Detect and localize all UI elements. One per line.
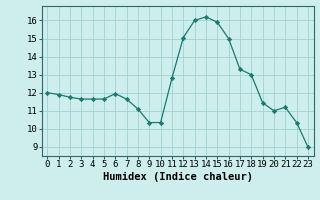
X-axis label: Humidex (Indice chaleur): Humidex (Indice chaleur) (103, 172, 252, 182)
